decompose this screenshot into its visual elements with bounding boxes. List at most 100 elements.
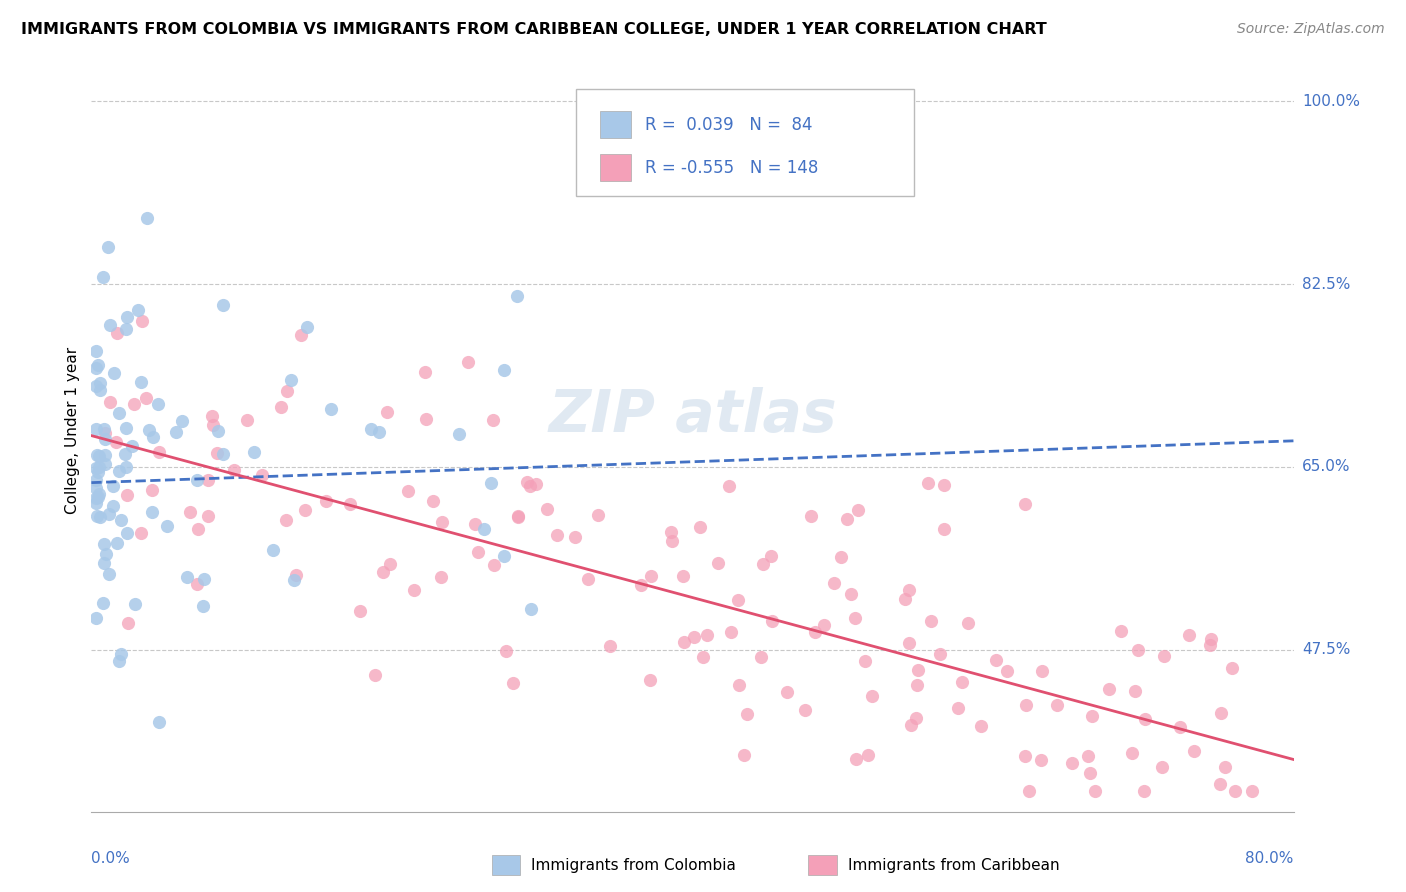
Point bbox=[197, 509, 219, 524]
Point bbox=[129, 376, 152, 390]
Point bbox=[970, 718, 993, 732]
Point bbox=[98, 566, 121, 581]
Point bbox=[280, 373, 302, 387]
Point bbox=[368, 425, 391, 439]
Point bbox=[136, 211, 159, 226]
Point bbox=[692, 649, 714, 664]
Point bbox=[1077, 749, 1099, 764]
Point bbox=[262, 542, 284, 557]
Point bbox=[1168, 720, 1191, 734]
Point bbox=[404, 583, 426, 598]
Point bbox=[823, 576, 845, 591]
Point bbox=[276, 513, 298, 527]
Point bbox=[546, 528, 568, 542]
Point bbox=[1178, 627, 1201, 641]
Point bbox=[1121, 746, 1143, 760]
Point bbox=[285, 568, 308, 582]
Point bbox=[107, 406, 129, 420]
Point bbox=[630, 578, 652, 592]
Point bbox=[321, 402, 343, 417]
Text: R =  0.039   N =  84: R = 0.039 N = 84 bbox=[645, 116, 813, 134]
Point bbox=[1014, 497, 1036, 511]
Point bbox=[1153, 648, 1175, 663]
Point bbox=[948, 701, 970, 715]
Point bbox=[761, 614, 783, 628]
Point bbox=[236, 413, 259, 427]
Point bbox=[165, 425, 187, 439]
Point bbox=[114, 459, 136, 474]
Point bbox=[1014, 749, 1036, 764]
Point bbox=[898, 582, 921, 597]
Point bbox=[84, 379, 107, 393]
Text: 82.5%: 82.5% bbox=[1302, 277, 1350, 292]
Point bbox=[108, 464, 131, 478]
Point bbox=[197, 474, 219, 488]
Point bbox=[413, 365, 436, 379]
Point bbox=[187, 522, 209, 536]
Point bbox=[87, 465, 110, 479]
Point bbox=[156, 519, 179, 533]
Point bbox=[905, 711, 928, 725]
Point bbox=[84, 481, 107, 495]
Point bbox=[170, 414, 193, 428]
Point bbox=[146, 397, 169, 411]
Point bbox=[89, 376, 111, 390]
Point bbox=[984, 653, 1007, 667]
Point bbox=[576, 572, 599, 586]
Point bbox=[536, 501, 558, 516]
Point bbox=[830, 550, 852, 565]
Point bbox=[115, 526, 138, 541]
Point bbox=[640, 673, 662, 688]
Point bbox=[205, 446, 228, 460]
Point bbox=[179, 505, 201, 519]
Point bbox=[201, 418, 224, 433]
Point bbox=[89, 383, 111, 397]
Point bbox=[492, 362, 515, 376]
Point bbox=[176, 570, 198, 584]
Point bbox=[520, 602, 543, 616]
Point bbox=[86, 508, 108, 523]
Point bbox=[396, 483, 419, 498]
Point bbox=[211, 447, 233, 461]
Point bbox=[129, 525, 152, 540]
Point bbox=[813, 618, 835, 632]
Point bbox=[135, 392, 157, 406]
Point bbox=[87, 490, 110, 504]
Point bbox=[586, 508, 609, 522]
Point bbox=[479, 475, 502, 490]
Text: 65.0%: 65.0% bbox=[1302, 459, 1350, 475]
Point bbox=[717, 479, 740, 493]
Point bbox=[295, 320, 318, 334]
Point bbox=[141, 483, 163, 497]
Point bbox=[898, 636, 921, 650]
Point bbox=[108, 654, 131, 668]
Point bbox=[138, 423, 160, 437]
Point bbox=[727, 678, 749, 692]
Point bbox=[290, 328, 312, 343]
Text: 47.5%: 47.5% bbox=[1302, 642, 1350, 657]
Point bbox=[689, 519, 711, 533]
Point bbox=[186, 473, 208, 487]
Point bbox=[696, 628, 718, 642]
Point bbox=[846, 502, 869, 516]
Point bbox=[380, 558, 402, 572]
Point bbox=[506, 508, 529, 523]
Point bbox=[1046, 698, 1069, 712]
Y-axis label: College, Under 1 year: College, Under 1 year bbox=[65, 347, 80, 514]
Point bbox=[1209, 706, 1232, 720]
Point bbox=[101, 478, 124, 492]
Point bbox=[127, 303, 149, 318]
Text: 0.0%: 0.0% bbox=[91, 851, 131, 865]
Text: Source: ZipAtlas.com: Source: ZipAtlas.com bbox=[1237, 22, 1385, 37]
Point bbox=[1031, 753, 1053, 767]
Text: Immigrants from Colombia: Immigrants from Colombia bbox=[531, 858, 737, 872]
Point bbox=[472, 522, 495, 536]
Point bbox=[186, 577, 208, 591]
Point bbox=[929, 648, 952, 662]
Point bbox=[720, 625, 742, 640]
Point bbox=[315, 493, 337, 508]
Point bbox=[1078, 766, 1101, 780]
Point bbox=[84, 491, 107, 506]
Point bbox=[1031, 665, 1053, 679]
Point bbox=[1126, 642, 1149, 657]
